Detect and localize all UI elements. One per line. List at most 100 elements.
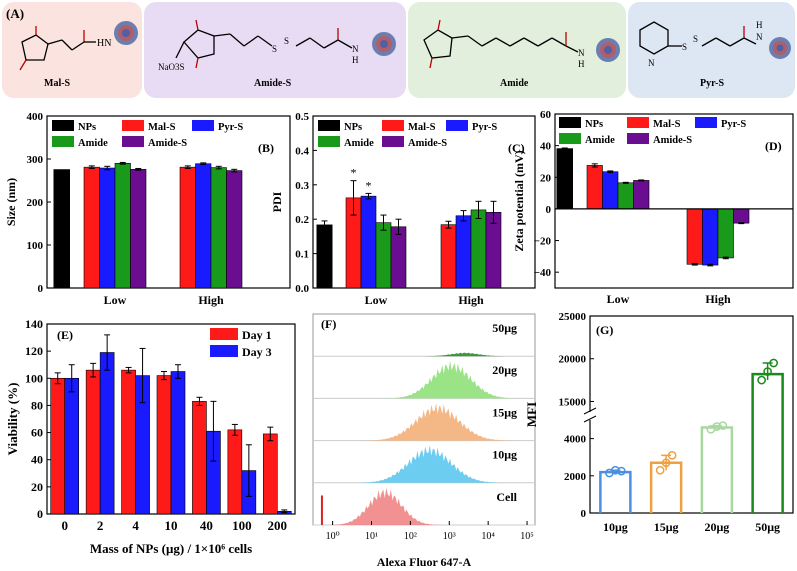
y-tick-label: 0.2	[295, 214, 309, 226]
histogram-spike	[320, 495, 323, 525]
legend-swatch-pyr-s	[192, 120, 214, 131]
data-point	[617, 466, 626, 476]
pyr-s-s2: S	[693, 34, 698, 44]
y-tick-label: 0.0	[295, 283, 309, 295]
bar-20μg	[700, 426, 734, 513]
bar-day3-10	[170, 371, 186, 515]
bar-day1-10	[156, 375, 172, 515]
amide-s-s1: S	[272, 44, 277, 54]
amide-h: H	[578, 59, 585, 69]
bar-amide-s-low	[633, 180, 650, 210]
bar-mal-s-low	[83, 166, 100, 289]
histogram-label: 10μg	[492, 448, 517, 462]
data-point	[718, 421, 728, 430]
y-tick-label: 0	[546, 204, 552, 216]
y-tick-label: 0	[37, 507, 43, 521]
plot-frame	[312, 115, 536, 289]
data-point	[667, 450, 677, 460]
y-tick-label: −40	[534, 267, 552, 279]
bar-mal-s-high	[440, 224, 457, 289]
mal-s-name: Mal-S	[44, 78, 71, 89]
bar-amide-low	[114, 163, 131, 289]
y-axis-label: Zeta potential (mV)	[512, 150, 526, 251]
bar-mal-s-high	[179, 166, 196, 289]
y-tick-label: 60	[540, 109, 552, 121]
y-tick-label: 400	[27, 111, 44, 123]
bar-nps	[316, 224, 333, 289]
pyr-s-n-ring: N	[648, 58, 655, 68]
legend-label-mal-s: Mal-S	[653, 119, 681, 130]
legend-swatch-nps	[318, 120, 340, 131]
bar-pyr-s-high	[455, 215, 472, 289]
x-tick-label: 2	[97, 518, 104, 533]
x-tick-label: 10²	[404, 531, 417, 542]
y-tick-label: 20	[540, 172, 552, 184]
legend-swatch-mal-s	[382, 120, 404, 131]
mal-s-structure	[19, 26, 96, 71]
x-tick-label: 0	[61, 518, 68, 533]
pyr-s-box	[628, 2, 795, 98]
histogram-50μg	[320, 352, 520, 357]
bar-nps	[53, 169, 70, 289]
legend-swatch-day3	[210, 345, 238, 357]
panel-g: 0 2000 4000 15000 20000 25000 MFI 10μg 15μg 20μg 5…	[524, 311, 794, 534]
x-tick-label: 20μg	[704, 520, 729, 534]
bar-mal-s-low	[586, 165, 603, 210]
np-sphere-icon	[114, 21, 138, 45]
bar-15μg	[649, 461, 683, 513]
bar-pyr-s-low	[602, 171, 619, 210]
group-label-low: Low	[104, 293, 127, 307]
bar-day1-0	[50, 377, 66, 515]
x-tick-label: 10⁴	[481, 531, 495, 542]
group-label-low: Low	[607, 292, 630, 306]
y-tick-label: 300	[27, 154, 44, 166]
x-tick-label: 100	[232, 518, 252, 533]
y-axis-label: PDI	[270, 191, 284, 212]
legend-swatch-pyr-s	[695, 117, 717, 128]
histogram-label: 20μg	[492, 363, 517, 377]
group-label-high: High	[458, 293, 484, 307]
bar-amide-high	[470, 209, 487, 289]
amide-name: Amide	[500, 78, 529, 89]
panel-a-label: (A)	[6, 6, 24, 21]
legend-label-nps: NPs	[585, 119, 603, 130]
panel-label: (C)	[508, 141, 525, 155]
legend-swatch-day1	[210, 328, 238, 340]
data-point	[611, 465, 620, 475]
panel-label: (B)	[258, 141, 274, 155]
legend-swatch-amide-s	[122, 136, 144, 147]
y-tick-label: 0.3	[295, 180, 309, 192]
y-tick-label: 0.5	[295, 111, 309, 123]
group-label-high: High	[198, 293, 224, 307]
np-sphere-icon	[372, 32, 396, 56]
legend-label-pyr-s: Pyr-S	[472, 122, 497, 133]
x-tick-label: 10	[165, 518, 178, 533]
group-label-low: Low	[365, 293, 388, 307]
bar-amide-s-low	[130, 169, 147, 289]
amide-s-h: H	[352, 55, 359, 65]
legend-swatch-nps	[52, 120, 74, 131]
y-tick-label: 0	[581, 508, 587, 520]
y-tick-label: 0.1	[295, 249, 309, 261]
amide-s-naso3: NaO3S	[158, 62, 185, 72]
significance-star: *	[351, 166, 357, 180]
legend-swatch-mal-s	[627, 117, 649, 128]
x-tick-label: 50μg	[755, 520, 780, 534]
legend-label-pyr-s: Pyr-S	[218, 122, 243, 133]
panel-e: 0 20 40 60 80 100 120 140 Viability (%) 0 2 4 10 40 10…	[5, 317, 296, 556]
x-tick-label: 10⁰	[326, 531, 340, 542]
bar-pyr-s-high	[702, 208, 719, 266]
y-tick-label: 60	[31, 426, 43, 440]
plot-frame	[589, 315, 794, 514]
data-point	[712, 422, 722, 431]
data-point	[769, 358, 778, 368]
amide-s-structure	[175, 19, 353, 69]
bar-amide-low	[617, 182, 634, 210]
bar-day1-4	[121, 369, 136, 515]
legend-label-amide: Amide	[344, 138, 374, 149]
y-tick-label: 20	[31, 480, 43, 494]
bar-day1-100	[227, 429, 243, 515]
bar-mal-s-high	[686, 208, 703, 265]
x-tick-label: 10⁵	[520, 531, 534, 542]
